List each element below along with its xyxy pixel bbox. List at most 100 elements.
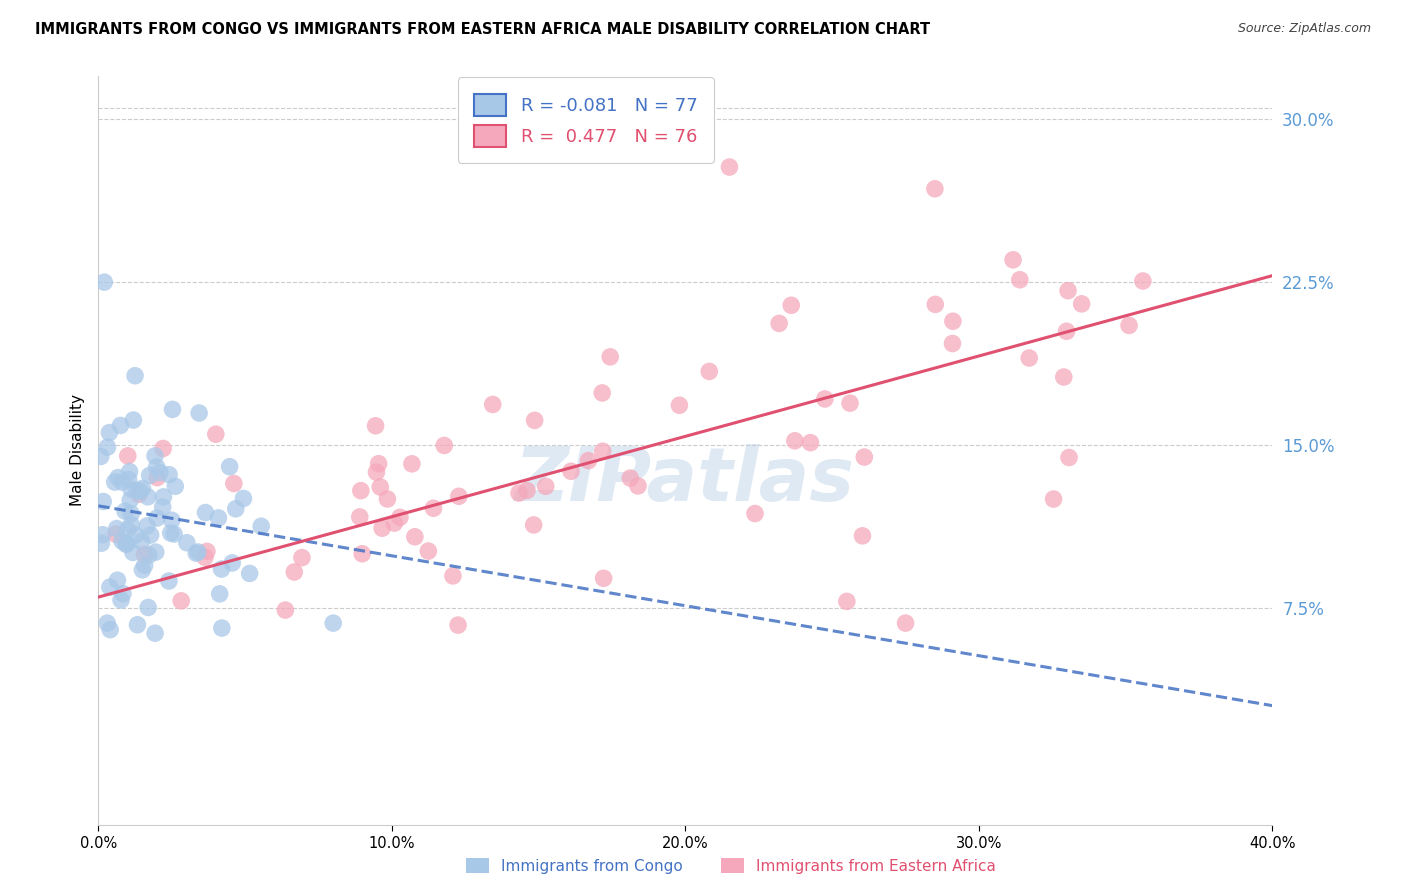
Point — [131, 563, 153, 577]
Point — [110, 418, 132, 433]
Point — [111, 533, 134, 548]
Point — [592, 571, 614, 585]
Point — [433, 438, 456, 452]
Point — [136, 519, 159, 533]
Point — [1118, 318, 1140, 333]
Point — [208, 587, 231, 601]
Point — [114, 504, 136, 518]
Point — [131, 534, 153, 549]
Point — [176, 535, 198, 549]
Point — [194, 550, 217, 565]
Point — [481, 397, 503, 411]
Point — [250, 519, 273, 533]
Point — [139, 528, 162, 542]
Point — [187, 545, 209, 559]
Point — [592, 444, 614, 458]
Point — [207, 511, 229, 525]
Point — [138, 468, 160, 483]
Point — [124, 528, 146, 542]
Point — [839, 396, 862, 410]
Point — [134, 548, 156, 562]
Point — [668, 398, 690, 412]
Point — [371, 521, 394, 535]
Point — [1053, 370, 1076, 384]
Point — [441, 569, 464, 583]
Point — [211, 621, 233, 635]
Point — [744, 507, 766, 521]
Point — [221, 556, 243, 570]
Point — [768, 317, 790, 331]
Point — [117, 449, 139, 463]
Point — [120, 482, 142, 496]
Point — [422, 501, 444, 516]
Point — [523, 517, 546, 532]
Point — [136, 600, 159, 615]
Point — [120, 517, 142, 532]
Legend: Immigrants from Congo, Immigrants from Eastern Africa: Immigrants from Congo, Immigrants from E… — [460, 852, 1002, 880]
Point — [104, 527, 127, 541]
Point — [159, 526, 181, 541]
Point — [118, 465, 141, 479]
Point — [136, 490, 159, 504]
Point — [105, 522, 128, 536]
Point — [835, 594, 858, 608]
Point — [143, 626, 166, 640]
Point — [1008, 273, 1031, 287]
Point — [1070, 297, 1092, 311]
Point — [814, 392, 837, 406]
Point — [115, 537, 138, 551]
Point — [90, 536, 112, 550]
Point — [447, 618, 470, 632]
Point — [349, 510, 371, 524]
Point — [619, 471, 641, 485]
Point — [146, 511, 169, 525]
Point — [1002, 252, 1025, 267]
Point — [110, 593, 132, 607]
Point — [942, 314, 965, 328]
Point — [98, 623, 121, 637]
Point — [404, 530, 426, 544]
Point — [128, 487, 150, 501]
Text: Source: ZipAtlas.com: Source: ZipAtlas.com — [1237, 22, 1371, 36]
Point — [122, 413, 145, 427]
Point — [127, 483, 149, 498]
Point — [90, 450, 112, 464]
Point — [534, 479, 557, 493]
Point — [163, 527, 186, 541]
Point — [211, 562, 233, 576]
Legend: R = -0.081   N = 77, R =  0.477   N = 76: R = -0.081 N = 77, R = 0.477 N = 76 — [457, 78, 714, 163]
Text: IMMIGRANTS FROM CONGO VS IMMIGRANTS FROM EASTERN AFRICA MALE DISABILITY CORRELAT: IMMIGRANTS FROM CONGO VS IMMIGRANTS FROM… — [35, 22, 931, 37]
Point — [799, 435, 821, 450]
Point — [364, 418, 387, 433]
Point — [104, 475, 127, 489]
Point — [1132, 274, 1154, 288]
Point — [599, 350, 621, 364]
Point — [96, 440, 118, 454]
Point — [322, 616, 344, 631]
Point — [129, 483, 152, 498]
Point — [98, 580, 121, 594]
Point — [107, 470, 129, 484]
Point — [122, 545, 145, 559]
Point — [194, 506, 217, 520]
Point — [1042, 491, 1064, 506]
Point — [188, 406, 211, 420]
Point — [124, 368, 146, 383]
Point — [697, 364, 720, 378]
Point — [205, 427, 228, 442]
Point — [111, 475, 134, 490]
Point — [924, 297, 946, 311]
Point — [152, 500, 174, 514]
Point — [120, 507, 142, 521]
Point — [366, 465, 388, 479]
Point — [418, 544, 440, 558]
Point — [93, 275, 115, 289]
Point — [98, 425, 121, 440]
Point — [350, 483, 373, 498]
Point — [115, 537, 138, 551]
Y-axis label: Male Disability: Male Disability — [69, 394, 84, 507]
Point — [149, 466, 172, 480]
Point — [165, 479, 187, 493]
Point — [170, 594, 193, 608]
Point — [120, 493, 142, 508]
